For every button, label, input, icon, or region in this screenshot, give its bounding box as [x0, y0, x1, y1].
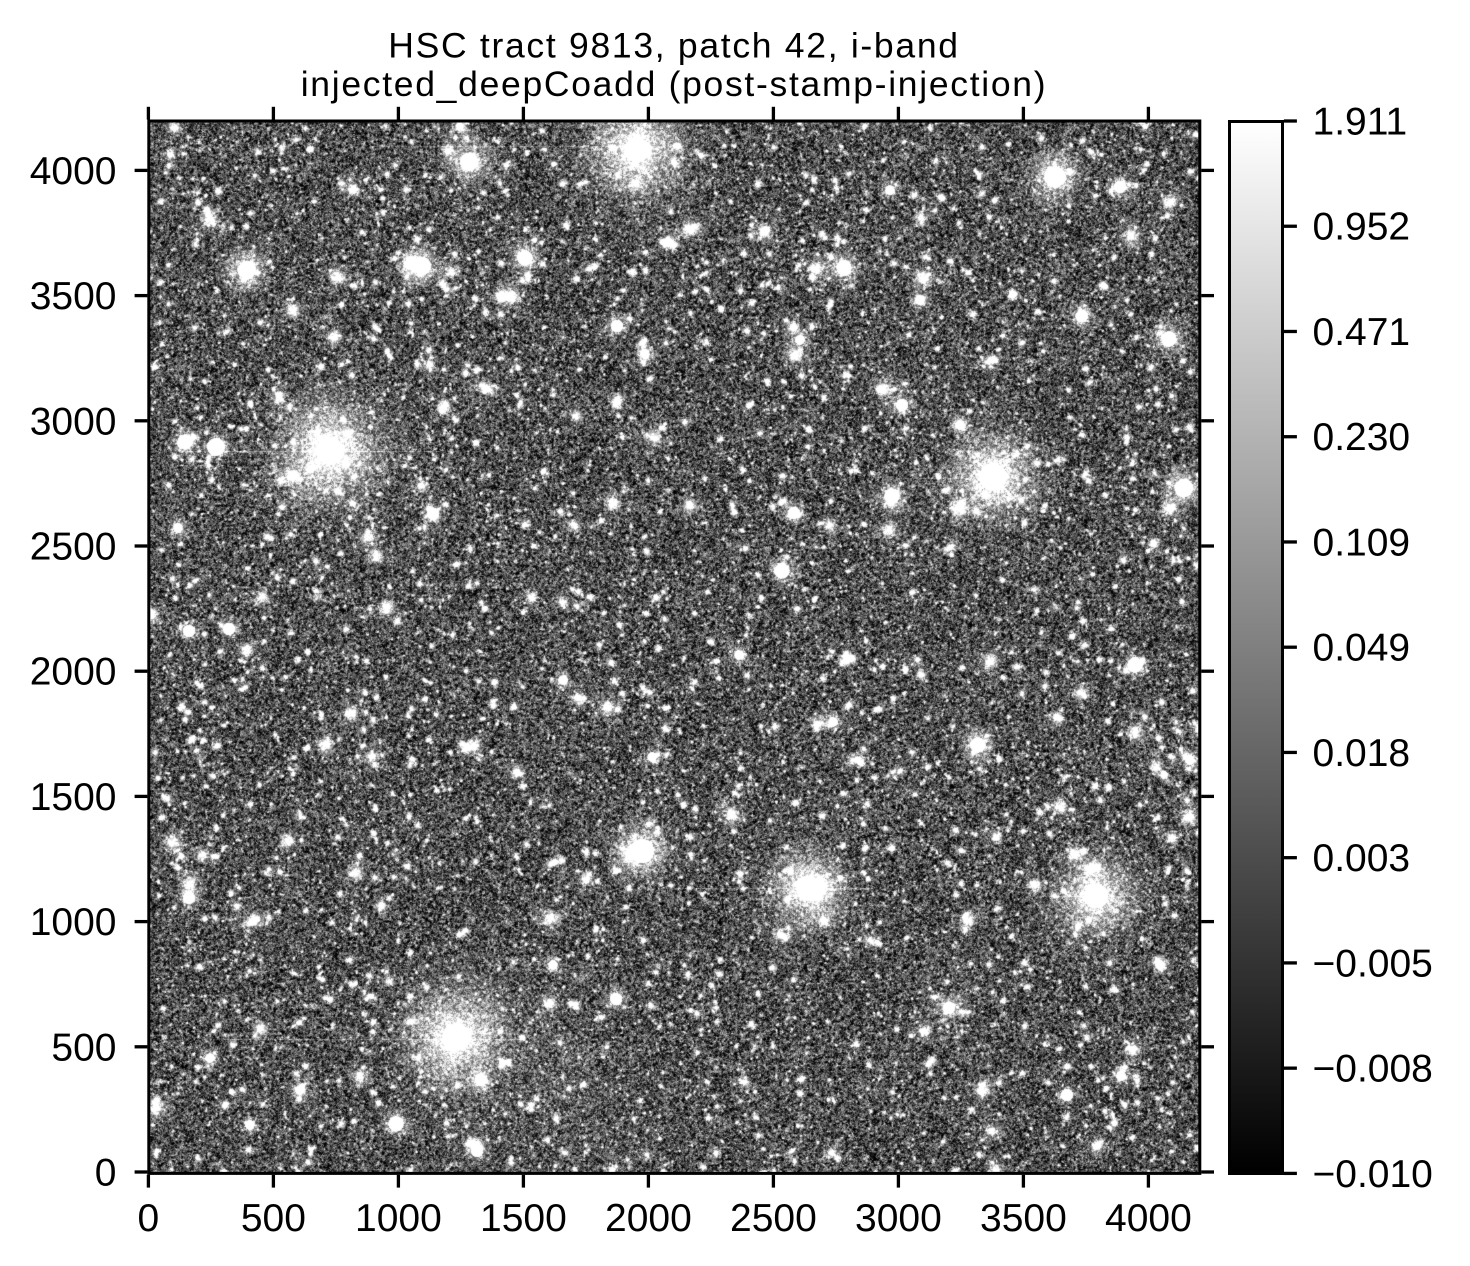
svg-text:1000: 1000	[30, 901, 117, 944]
svg-text:2500: 2500	[730, 1197, 817, 1240]
svg-text:500: 500	[51, 1026, 116, 1069]
svg-text:−0.008: −0.008	[1313, 1048, 1433, 1091]
svg-text:0.018: 0.018	[1313, 732, 1411, 775]
svg-text:1.911: 1.911	[1313, 101, 1408, 144]
svg-text:1500: 1500	[30, 776, 117, 819]
svg-text:0.109: 0.109	[1313, 521, 1411, 564]
svg-text:0: 0	[138, 1197, 160, 1240]
svg-text:500: 500	[241, 1197, 306, 1240]
svg-text:2000: 2000	[30, 651, 117, 694]
svg-text:2000: 2000	[605, 1197, 692, 1240]
svg-text:3000: 3000	[855, 1197, 942, 1240]
svg-text:1000: 1000	[355, 1197, 442, 1240]
svg-text:0.471: 0.471	[1313, 311, 1411, 354]
svg-text:0: 0	[95, 1152, 117, 1195]
svg-text:−0.010: −0.010	[1313, 1153, 1433, 1196]
svg-text:2500: 2500	[30, 526, 117, 569]
svg-text:3500: 3500	[980, 1197, 1067, 1240]
svg-text:4000: 4000	[30, 150, 117, 193]
svg-text:1500: 1500	[480, 1197, 567, 1240]
svg-text:3000: 3000	[30, 400, 117, 443]
svg-text:HSC tract 9813, patch 42, i-ba: HSC tract 9813, patch 42, i-band	[388, 25, 959, 65]
svg-text:0.230: 0.230	[1313, 416, 1411, 459]
svg-text:3500: 3500	[30, 275, 117, 318]
svg-text:0.049: 0.049	[1313, 627, 1411, 670]
svg-text:0.952: 0.952	[1313, 206, 1411, 249]
svg-text:injected_deepCoadd (post-stamp: injected_deepCoadd (post-stamp-injection…	[301, 64, 1048, 104]
svg-text:4000: 4000	[1105, 1197, 1192, 1240]
svg-text:0.003: 0.003	[1313, 837, 1411, 880]
svg-text:−0.005: −0.005	[1313, 942, 1433, 985]
